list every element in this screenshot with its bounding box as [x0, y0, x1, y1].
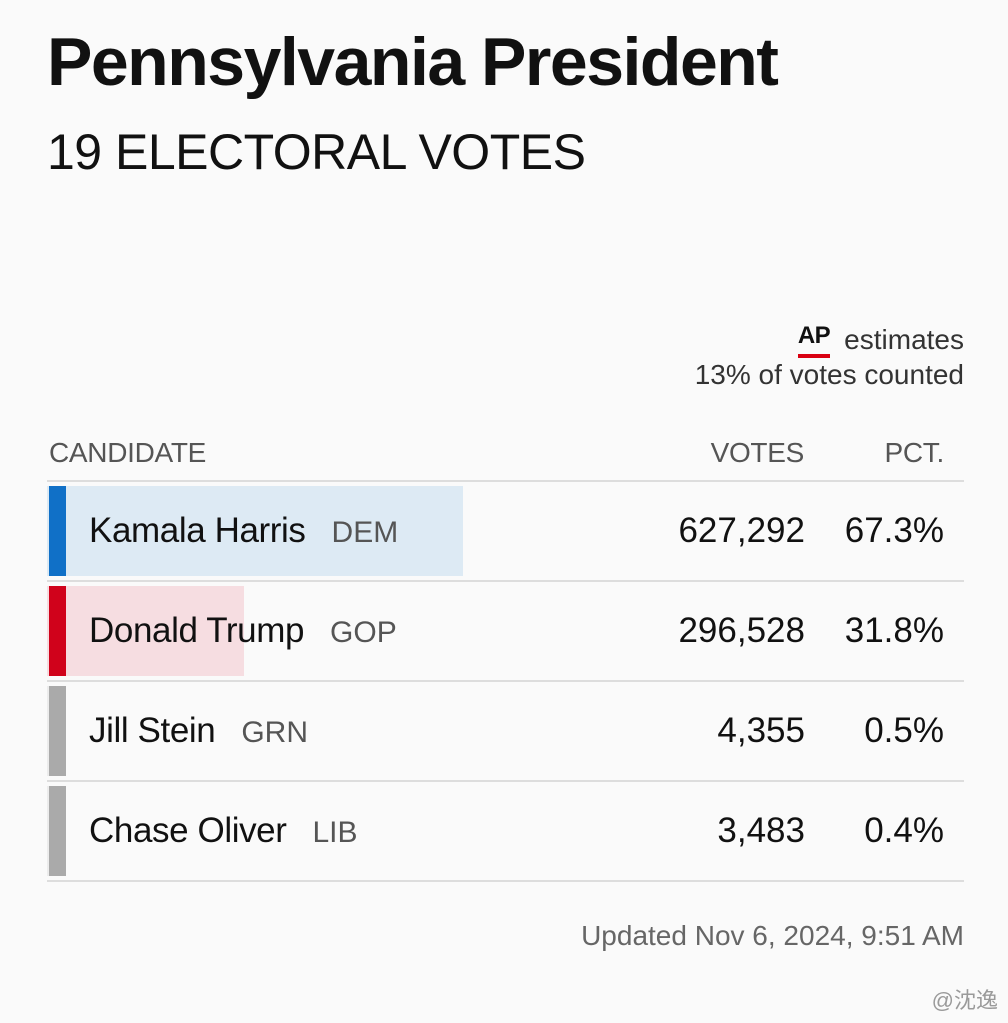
votes-counted-status: 13% of votes counted — [694, 359, 964, 390]
party-color-swatch — [49, 586, 66, 676]
vote-share-bar — [47, 586, 244, 676]
candidate-pct: 31.8% — [844, 611, 944, 650]
table-row: Jill Stein GRN 4,355 0.5% — [47, 682, 964, 782]
candidate-name: Kamala Harris — [89, 511, 306, 550]
ap-logo: AP — [797, 322, 831, 358]
page-title: Pennsylvania President — [47, 24, 779, 100]
party-color-swatch — [49, 786, 66, 876]
table-row: Donald Trump GOP 296,528 31.8% — [47, 582, 964, 682]
ap-estimates-badge: AP estimates — [797, 320, 964, 360]
candidate-party: DEM — [331, 516, 399, 549]
candidate-votes: 627,292 — [678, 511, 805, 550]
vote-share-bar — [47, 786, 50, 876]
candidate-pct: 0.5% — [864, 711, 944, 750]
watermark: @沈逸 — [931, 988, 998, 1013]
electoral-votes-subtitle: 19 ELECTORAL VOTES — [47, 124, 586, 180]
candidate-party: LIB — [312, 816, 358, 849]
candidate-party: GOP — [330, 616, 397, 649]
results-table: Kamala Harris DEM 627,292 67.3% Donald Tr… — [47, 480, 964, 882]
vote-share-bar — [47, 486, 463, 576]
candidate-votes: 4,355 — [717, 711, 805, 750]
candidate-votes: 3,483 — [717, 811, 805, 850]
party-color-swatch — [49, 486, 66, 576]
vote-share-bar — [47, 686, 51, 776]
updated-timestamp: Updated Nov 6, 2024, 9:51 AM — [581, 920, 964, 951]
column-header-pct: PCT. — [884, 437, 945, 468]
candidate-name: Chase Oliver — [89, 811, 287, 850]
candidate-pct: 0.4% — [864, 811, 944, 850]
candidate-name: Donald Trump — [89, 611, 305, 650]
column-header-candidate: CANDIDATE — [49, 437, 207, 468]
table-row: Kamala Harris DEM 627,292 67.3% — [47, 482, 964, 582]
candidate-name: Jill Stein — [89, 711, 216, 750]
candidate-party: GRN — [241, 716, 308, 749]
ap-estimates-label: estimates — [844, 324, 964, 355]
table-row: Chase Oliver LIB 3,483 0.4% — [47, 782, 964, 882]
candidate-pct: 67.3% — [844, 511, 944, 550]
candidate-votes: 296,528 — [678, 611, 805, 650]
party-color-swatch — [49, 686, 66, 776]
column-header-votes: VOTES — [710, 437, 805, 468]
